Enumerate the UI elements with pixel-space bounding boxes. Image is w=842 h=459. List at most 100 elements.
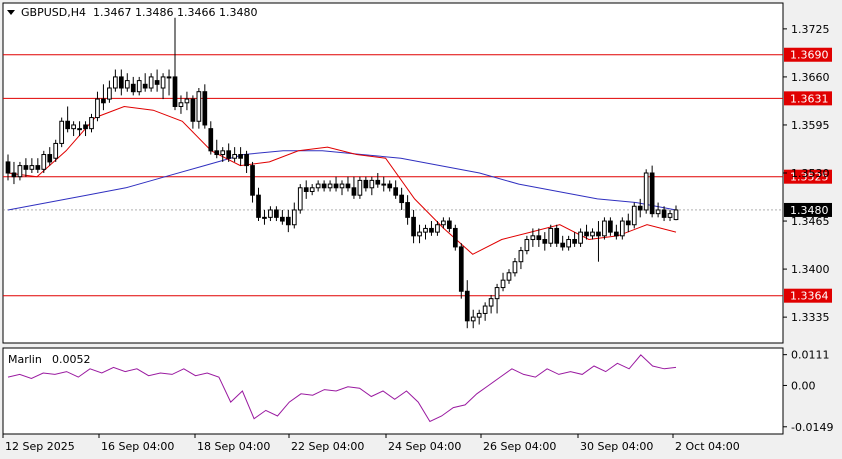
candle[interactable]	[381, 176, 387, 192]
candle[interactable]	[256, 187, 261, 222]
candle[interactable]	[518, 246, 524, 270]
candle[interactable]	[178, 95, 184, 114]
candle[interactable]	[512, 258, 518, 277]
candle[interactable]	[411, 209, 416, 244]
candle[interactable]	[649, 165, 655, 218]
candle[interactable]	[41, 150, 47, 173]
candle[interactable]	[95, 91, 100, 122]
collapse-triangle-icon[interactable]	[7, 10, 15, 15]
candle[interactable]	[345, 176, 351, 192]
candle[interactable]	[590, 228, 595, 240]
candle[interactable]	[661, 206, 667, 222]
candle[interactable]	[357, 176, 363, 199]
candle[interactable]	[602, 217, 607, 240]
candle[interactable]	[482, 302, 488, 321]
candle[interactable]	[118, 69, 124, 96]
candle[interactable]	[214, 139, 220, 159]
candle[interactable]	[220, 147, 226, 162]
candle[interactable]	[447, 217, 452, 233]
candle[interactable]	[584, 224, 589, 240]
candle[interactable]	[673, 205, 679, 221]
candle[interactable]	[351, 176, 357, 199]
candle[interactable]	[309, 184, 315, 196]
candle[interactable]	[667, 209, 673, 222]
candle[interactable]	[124, 73, 130, 92]
candle[interactable]	[190, 95, 196, 129]
candle[interactable]	[303, 180, 309, 199]
candle[interactable]	[452, 224, 458, 251]
candle[interactable]	[89, 113, 94, 133]
candle[interactable]	[614, 224, 619, 240]
candle[interactable]	[244, 150, 249, 173]
candle[interactable]	[387, 180, 393, 192]
candle[interactable]	[274, 206, 279, 222]
candle[interactable]	[285, 209, 291, 233]
candle[interactable]	[327, 180, 333, 192]
candle[interactable]	[297, 184, 303, 214]
candle[interactable]	[375, 173, 381, 188]
candle[interactable]	[405, 195, 410, 225]
candle[interactable]	[65, 106, 70, 133]
candle[interactable]	[399, 187, 404, 210]
candle[interactable]	[417, 224, 422, 244]
candle[interactable]	[423, 224, 428, 240]
candle[interactable]	[71, 121, 76, 137]
candle[interactable]	[262, 209, 267, 225]
candle[interactable]	[101, 84, 106, 111]
candle[interactable]	[596, 221, 601, 262]
candle[interactable]	[608, 217, 613, 236]
candle[interactable]	[494, 283, 500, 314]
candle[interactable]	[500, 272, 506, 292]
candle[interactable]	[154, 69, 160, 92]
candle[interactable]	[11, 161, 17, 185]
candle[interactable]	[130, 76, 136, 96]
candle[interactable]	[268, 206, 273, 222]
candle[interactable]	[184, 91, 190, 111]
candle[interactable]	[226, 143, 232, 162]
candle[interactable]	[5, 154, 11, 181]
candle[interactable]	[148, 73, 154, 92]
candle[interactable]	[464, 280, 470, 329]
candle[interactable]	[77, 121, 82, 137]
candle[interactable]	[107, 80, 112, 103]
candle[interactable]	[280, 209, 285, 225]
candle[interactable]	[548, 224, 554, 247]
candle[interactable]	[113, 69, 118, 92]
candle[interactable]	[238, 147, 243, 166]
candle[interactable]	[172, 17, 178, 111]
main-plot-area[interactable]	[2, 2, 784, 344]
candle[interactable]	[566, 235, 571, 251]
candle[interactable]	[47, 147, 53, 166]
candle[interactable]	[160, 73, 166, 100]
candle[interactable]	[232, 147, 237, 162]
candle[interactable]	[572, 232, 577, 247]
candle[interactable]	[458, 243, 464, 299]
candle[interactable]	[554, 224, 560, 247]
candle[interactable]	[619, 217, 625, 240]
candle[interactable]	[643, 169, 649, 214]
candle[interactable]	[35, 158, 41, 173]
candle[interactable]	[321, 180, 327, 192]
candle[interactable]	[429, 221, 434, 236]
candle[interactable]	[506, 269, 512, 284]
candle[interactable]	[369, 176, 375, 196]
candle[interactable]	[136, 76, 142, 96]
candle[interactable]	[530, 228, 536, 247]
candle[interactable]	[142, 73, 148, 92]
candle[interactable]	[339, 180, 345, 196]
candle[interactable]	[470, 309, 476, 329]
candle[interactable]	[631, 202, 637, 229]
candle[interactable]	[488, 294, 494, 314]
candle[interactable]	[625, 213, 631, 233]
candle[interactable]	[524, 235, 530, 255]
candle[interactable]	[363, 176, 369, 192]
candle[interactable]	[59, 117, 65, 148]
indicator-plot-area[interactable]	[2, 347, 784, 435]
candle[interactable]	[250, 161, 255, 203]
candle[interactable]	[291, 202, 297, 229]
candle[interactable]	[202, 84, 208, 129]
candle[interactable]	[315, 180, 321, 192]
candle[interactable]	[196, 88, 202, 129]
candle[interactable]	[83, 121, 88, 137]
candle[interactable]	[578, 228, 583, 247]
